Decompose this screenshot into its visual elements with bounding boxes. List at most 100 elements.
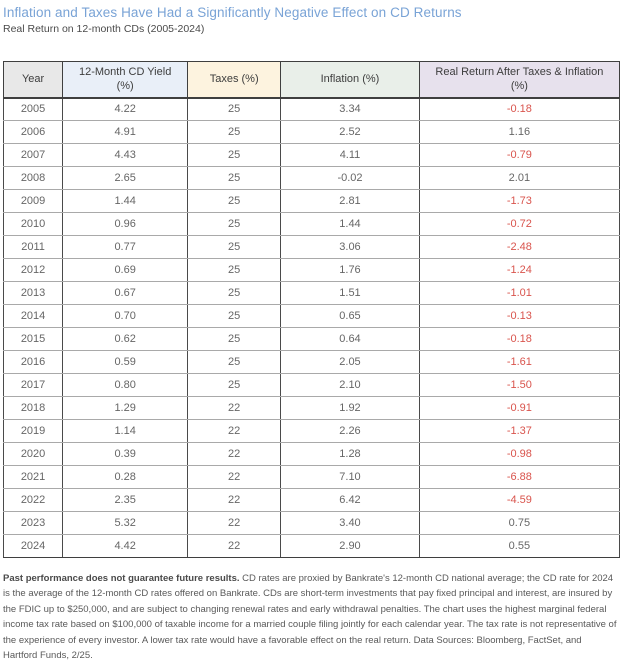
cell-cd_yield: 1.14	[62, 419, 189, 444]
cell-inflation: 0.65	[280, 304, 420, 329]
cell-year: 2006	[2, 120, 64, 145]
cell-taxes: 25	[187, 327, 282, 352]
cell-real_return: -1.73	[418, 189, 621, 214]
footnote: Past performance does not guarantee futu…	[3, 571, 617, 663]
table-row: 2010 0.96 25 1.44 -0.72	[2, 212, 621, 237]
cell-taxes: 22	[187, 488, 282, 513]
cell-real_return: 0.75	[418, 511, 621, 536]
table-row: 2018 1.29 22 1.92 -0.91	[2, 396, 621, 421]
table-row: 2008 2.65 25 -0.02 2.01	[2, 166, 621, 191]
cell-real_return: -4.59	[418, 488, 621, 513]
table-header-row: Year 12-Month CD Yield (%) Taxes (%) Inflat…	[2, 60, 621, 99]
cell-year: 2024	[2, 534, 64, 559]
table-row: 2016 0.59 25 2.05 -1.61	[2, 350, 621, 375]
cell-real_return: -0.72	[418, 212, 621, 237]
footnote-bold: Past performance does not guarantee futu…	[3, 573, 240, 585]
table-row: 2014 0.70 25 0.65 -0.13	[2, 304, 621, 329]
cell-inflation: 2.10	[280, 373, 420, 398]
cell-real_return: -0.79	[418, 143, 621, 168]
table-row: 2015 0.62 25 0.64 -0.18	[2, 327, 621, 352]
cell-year: 2013	[2, 281, 64, 306]
cell-cd_yield: 0.96	[62, 212, 189, 237]
cell-taxes: 25	[187, 258, 282, 283]
cell-inflation: 3.34	[280, 97, 420, 122]
cell-inflation: 2.26	[280, 419, 420, 444]
cell-cd_yield: 0.39	[62, 442, 189, 467]
cell-taxes: 22	[187, 534, 282, 559]
cell-year: 2016	[2, 350, 64, 375]
cell-real_return: 1.16	[418, 120, 621, 145]
cell-year: 2009	[2, 189, 64, 214]
cell-cd_yield: 2.35	[62, 488, 189, 513]
column-header-inflation: Inflation (%)	[280, 60, 420, 99]
cell-real_return: -0.18	[418, 97, 621, 122]
cell-inflation: 4.11	[280, 143, 420, 168]
cell-taxes: 25	[187, 143, 282, 168]
cell-cd_yield: 4.43	[62, 143, 189, 168]
cell-real_return: -0.98	[418, 442, 621, 467]
table-row: 2012 0.69 25 1.76 -1.24	[2, 258, 621, 283]
cell-real_return: -1.50	[418, 373, 621, 398]
cell-taxes: 22	[187, 442, 282, 467]
cell-inflation: 0.64	[280, 327, 420, 352]
cell-year: 2011	[2, 235, 64, 260]
cell-real_return: -0.91	[418, 396, 621, 421]
cell-taxes: 25	[187, 97, 282, 122]
cell-taxes: 25	[187, 373, 282, 398]
column-header-cd_yield: 12-Month CD Yield (%)	[62, 60, 189, 99]
cell-cd_yield: 0.77	[62, 235, 189, 260]
cell-year: 2023	[2, 511, 64, 536]
cell-real_return: 0.55	[418, 534, 621, 559]
cell-year: 2007	[2, 143, 64, 168]
table-row: 2020 0.39 22 1.28 -0.98	[2, 442, 621, 467]
cell-taxes: 22	[187, 511, 282, 536]
cell-cd_yield: 4.22	[62, 97, 189, 122]
table-head: Year 12-Month CD Yield (%) Taxes (%) Inflat…	[2, 60, 621, 99]
table-row: 2011 0.77 25 3.06 -2.48	[2, 235, 621, 260]
cell-year: 2019	[2, 419, 64, 444]
cell-cd_yield: 0.59	[62, 350, 189, 375]
cell-year: 2017	[2, 373, 64, 398]
table-row: 2017 0.80 25 2.10 -1.50	[2, 373, 621, 398]
table-row: 2013 0.67 25 1.51 -1.01	[2, 281, 621, 306]
cell-inflation: 2.52	[280, 120, 420, 145]
cell-inflation: 2.90	[280, 534, 420, 559]
cell-inflation: 1.76	[280, 258, 420, 283]
cell-year: 2014	[2, 304, 64, 329]
cell-inflation: 3.06	[280, 235, 420, 260]
cell-year: 2020	[2, 442, 64, 467]
table-body: 2005 4.22 25 3.34 -0.18 2006 4.91 25 2.52 1.16 200…	[2, 97, 621, 559]
cell-inflation: 1.44	[280, 212, 420, 237]
cd-returns-table: Year 12-Month CD Yield (%) Taxes (%) Inflat…	[2, 60, 621, 559]
table-row: 2019 1.14 22 2.26 -1.37	[2, 419, 621, 444]
cell-real_return: -0.13	[418, 304, 621, 329]
table-row: 2009 1.44 25 2.81 -1.73	[2, 189, 621, 214]
cell-cd_yield: 1.44	[62, 189, 189, 214]
cell-real_return: -0.18	[418, 327, 621, 352]
cell-cd_yield: 0.70	[62, 304, 189, 329]
cell-cd_yield: 0.62	[62, 327, 189, 352]
table-row: 2007 4.43 25 4.11 -0.79	[2, 143, 621, 168]
cell-cd_yield: 4.42	[62, 534, 189, 559]
cell-taxes: 25	[187, 166, 282, 191]
cell-inflation: 2.81	[280, 189, 420, 214]
cell-taxes: 25	[187, 304, 282, 329]
cell-taxes: 22	[187, 419, 282, 444]
cell-real_return: -6.88	[418, 465, 621, 490]
cell-inflation: -0.02	[280, 166, 420, 191]
cell-year: 2018	[2, 396, 64, 421]
table-row: 2021 0.28 22 7.10 -6.88	[2, 465, 621, 490]
table-row: 2005 4.22 25 3.34 -0.18	[2, 97, 621, 122]
cell-taxes: 22	[187, 465, 282, 490]
cell-inflation: 2.05	[280, 350, 420, 375]
cell-real_return: 2.01	[418, 166, 621, 191]
cell-cd_yield: 0.80	[62, 373, 189, 398]
cell-cd_yield: 0.28	[62, 465, 189, 490]
table-row: 2024 4.42 22 2.90 0.55	[2, 534, 621, 559]
cell-year: 2008	[2, 166, 64, 191]
cell-taxes: 25	[187, 350, 282, 375]
cell-year: 2021	[2, 465, 64, 490]
cell-taxes: 25	[187, 281, 282, 306]
cell-taxes: 25	[187, 120, 282, 145]
